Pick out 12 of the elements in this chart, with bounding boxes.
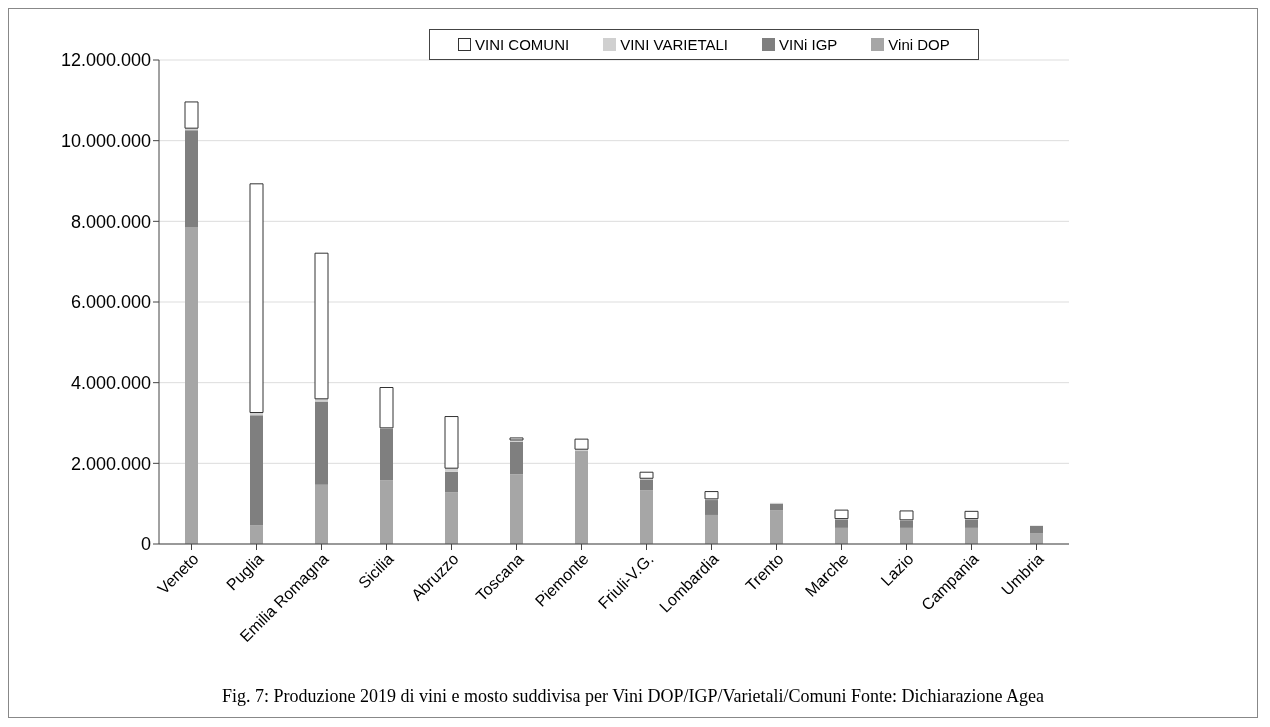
legend-label: VINi IGP xyxy=(778,36,838,53)
caption: Fig. 7: Produzione 2019 di vini e mosto suddivisa per Vini DOP/IGP/Varietali/Comuni Fonte: Dichiarazione Agea xyxy=(221,686,1045,707)
y-tick-label: 12.000.000 xyxy=(60,50,151,71)
y-tick-label: 0 xyxy=(140,534,151,555)
y-tick-label: 4.000.000 xyxy=(70,373,151,394)
y-tick-label: 10.000.000 xyxy=(60,131,151,152)
legend-label: VINI COMUNI xyxy=(475,36,570,53)
y-tick-label: 8.000.000 xyxy=(70,211,151,232)
legend-label: VINI VARIETALI xyxy=(620,36,728,53)
y-tick-label: 2.000.000 xyxy=(70,453,151,474)
y-tick-label: 6.000.000 xyxy=(70,292,151,313)
legend-label: Vini DOP xyxy=(888,36,950,53)
